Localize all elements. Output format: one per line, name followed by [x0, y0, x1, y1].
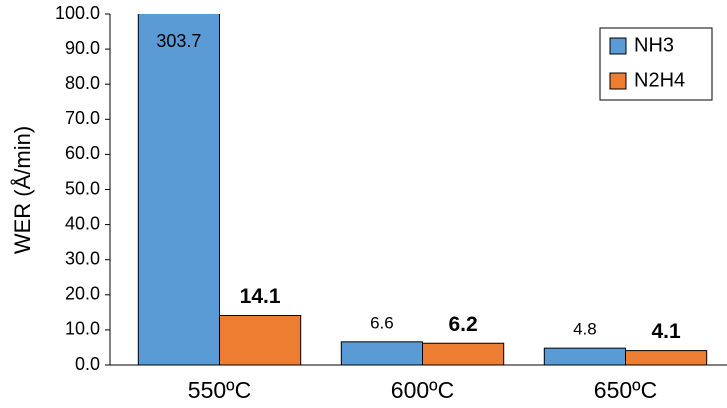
y-axis-title: WER (Å/min) — [10, 126, 35, 254]
y-tick-label: 60.0 — [65, 143, 100, 163]
legend-label: NH3 — [634, 34, 674, 56]
y-tick-label: 20.0 — [65, 284, 100, 304]
y-tick-label: 70.0 — [65, 108, 100, 128]
y-tick-label: 100.0 — [55, 3, 100, 23]
bar — [625, 350, 708, 366]
y-tick-label: 30.0 — [65, 248, 100, 268]
legend-swatch — [609, 37, 627, 55]
data-label: 14.1 — [240, 285, 281, 308]
bar — [543, 347, 626, 366]
y-tick-label: 10.0 — [65, 319, 100, 339]
y-tick-label: 40.0 — [65, 213, 100, 233]
data-label: 6.2 — [448, 313, 477, 336]
data-label: 4.1 — [651, 320, 681, 343]
x-tick-label: 600ºC — [391, 377, 454, 403]
y-tick-label: 90.0 — [65, 38, 100, 58]
y-tick-label: 80.0 — [65, 73, 100, 93]
bar — [422, 342, 505, 366]
bar — [340, 341, 423, 366]
y-tick-label: 0.0 — [75, 354, 100, 374]
data-label: 4.8 — [573, 320, 597, 339]
bar — [219, 315, 302, 366]
bar — [137, 14, 220, 366]
y-tick-label: 50.0 — [65, 178, 100, 198]
data-label: 303.7 — [156, 31, 201, 51]
x-tick-label: 550ºC — [188, 377, 251, 403]
data-label: 6.6 — [370, 313, 394, 332]
x-tick-label: 650ºC — [594, 377, 657, 403]
legend-swatch — [609, 72, 627, 90]
plot-area — [137, 14, 708, 366]
legend-label: N2H4 — [634, 69, 685, 91]
